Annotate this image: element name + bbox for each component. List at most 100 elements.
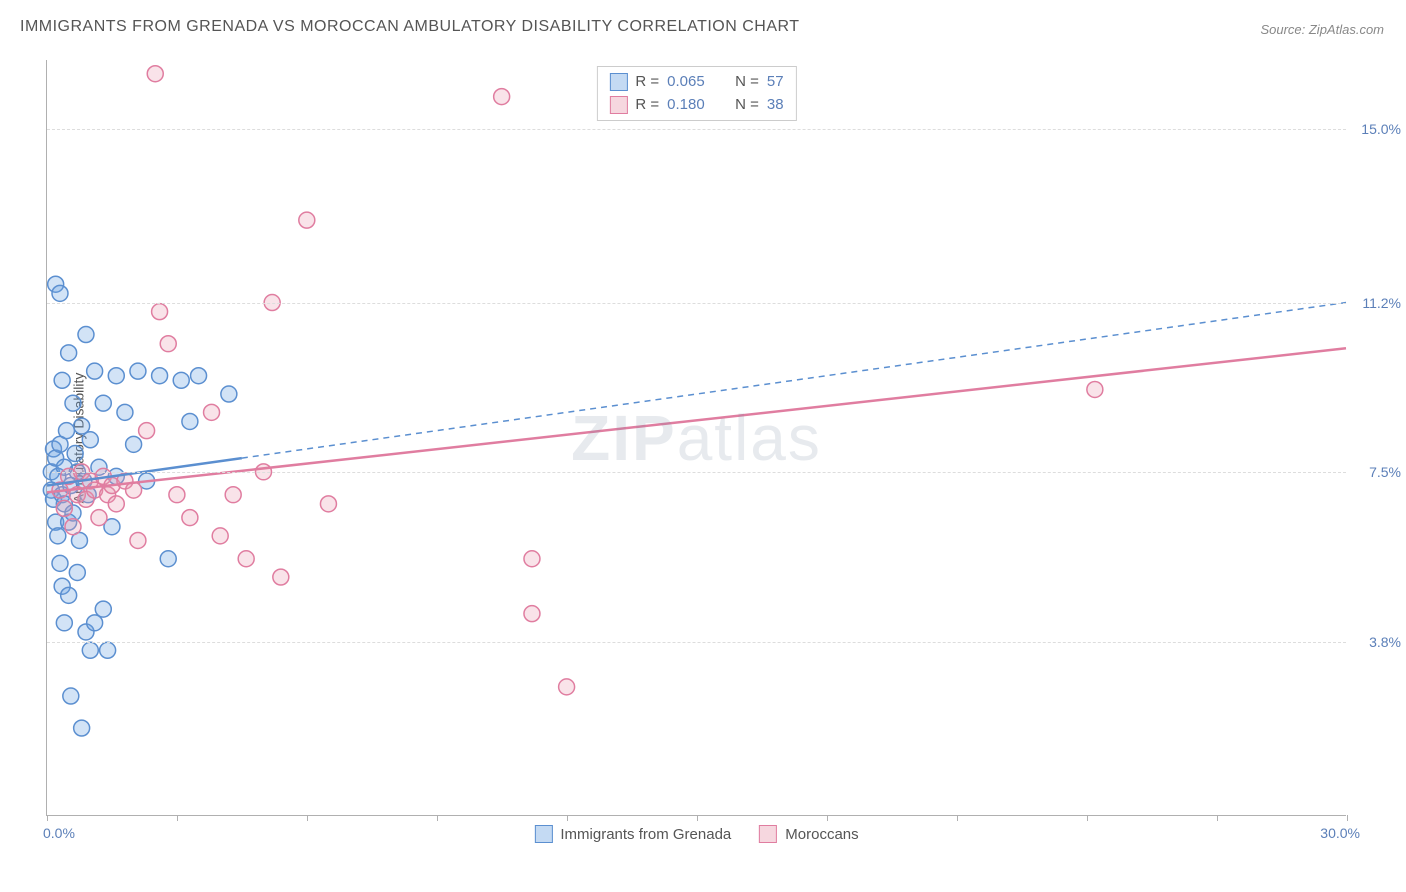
data-point [52,285,68,301]
data-point [1087,381,1103,397]
data-point [56,500,72,516]
data-point [50,528,66,544]
data-point [173,372,189,388]
trend-line [242,303,1346,459]
data-point [559,679,575,695]
data-point [182,413,198,429]
x-tick [47,815,48,821]
data-point [204,404,220,420]
data-point [95,601,111,617]
data-point [87,363,103,379]
x-tick [567,815,568,821]
series-legend: Immigrants from Grenada Moroccans [534,825,858,843]
legend-row: R = 0.180 N = 38 [609,94,783,117]
y-tick-label: 15.0% [1361,121,1401,137]
data-point [65,519,81,535]
x-tick [1217,815,1218,821]
data-point [82,642,98,658]
data-point [67,446,83,462]
legend-item: Moroccans [759,825,858,843]
data-point [152,304,168,320]
data-point [160,336,176,352]
data-point [320,496,336,512]
data-point [238,551,254,567]
x-tick [1347,815,1348,821]
data-point [52,555,68,571]
data-point [169,487,185,503]
chart-container: Ambulatory Disability ZIPatlas R =0.065N… [46,60,1386,836]
data-point [108,368,124,384]
data-point [225,487,241,503]
y-tick-label: 11.2% [1362,295,1401,311]
gridline [47,472,1346,473]
legend-swatch [609,96,627,114]
legend-row: R = 0.065 N = 57 [609,71,783,94]
data-point [524,606,540,622]
x-tick [307,815,308,821]
legend-n-label: N = [735,94,759,117]
data-point [299,212,315,228]
legend-n-label: N = [735,71,759,94]
chart-title: IMMIGRANTS FROM GRENADA VS MOROCCAN AMBU… [20,18,800,36]
legend-r-value: 0.065 [667,71,715,94]
data-point [191,368,207,384]
data-point [58,423,74,439]
data-point [61,587,77,603]
legend-r-label: R = [635,94,659,117]
data-point [126,436,142,452]
gridline [47,303,1346,304]
x-axis-min-label: 0.0% [43,825,75,841]
scatter-plot-svg [47,60,1346,815]
correlation-legend: R = 0.065 N = 57 R = 0.180 N = 38 [596,66,796,121]
data-point [273,569,289,585]
data-point [54,372,70,388]
x-tick [957,815,958,821]
data-point [221,386,237,402]
data-point [182,510,198,526]
legend-n-value: 38 [767,94,784,117]
legend-r-value: 0.180 [667,94,715,117]
data-point [212,528,228,544]
x-tick [437,815,438,821]
source-attribution: Source: ZipAtlas.com [1260,22,1384,37]
data-point [160,551,176,567]
data-point [69,564,85,580]
data-point [152,368,168,384]
x-axis-max-label: 30.0% [1320,825,1360,841]
data-point [82,432,98,448]
x-tick [827,815,828,821]
data-point [117,404,133,420]
legend-label: Moroccans [785,826,858,843]
data-point [63,688,79,704]
y-tick-label: 3.8% [1369,634,1401,650]
data-point [139,423,155,439]
data-point [95,395,111,411]
legend-swatch [759,825,777,843]
data-point [130,532,146,548]
legend-swatch [534,825,552,843]
data-point [56,615,72,631]
x-tick [177,815,178,821]
data-point [65,395,81,411]
data-point [100,642,116,658]
data-point [61,345,77,361]
data-point [91,510,107,526]
x-tick [697,815,698,821]
legend-r-label: R = [635,71,659,94]
y-tick-label: 7.5% [1369,464,1401,480]
data-point [147,66,163,82]
data-point [494,89,510,105]
data-point [108,496,124,512]
data-point [74,720,90,736]
data-point [78,327,94,343]
data-point [130,363,146,379]
data-point [524,551,540,567]
gridline [47,129,1346,130]
x-tick [1087,815,1088,821]
plot-area: Ambulatory Disability ZIPatlas R =0.065N… [46,60,1346,816]
gridline [47,642,1346,643]
legend-item: Immigrants from Grenada [534,825,731,843]
legend-n-value: 57 [767,71,784,94]
legend-label: Immigrants from Grenada [560,826,731,843]
trend-line [47,348,1346,492]
